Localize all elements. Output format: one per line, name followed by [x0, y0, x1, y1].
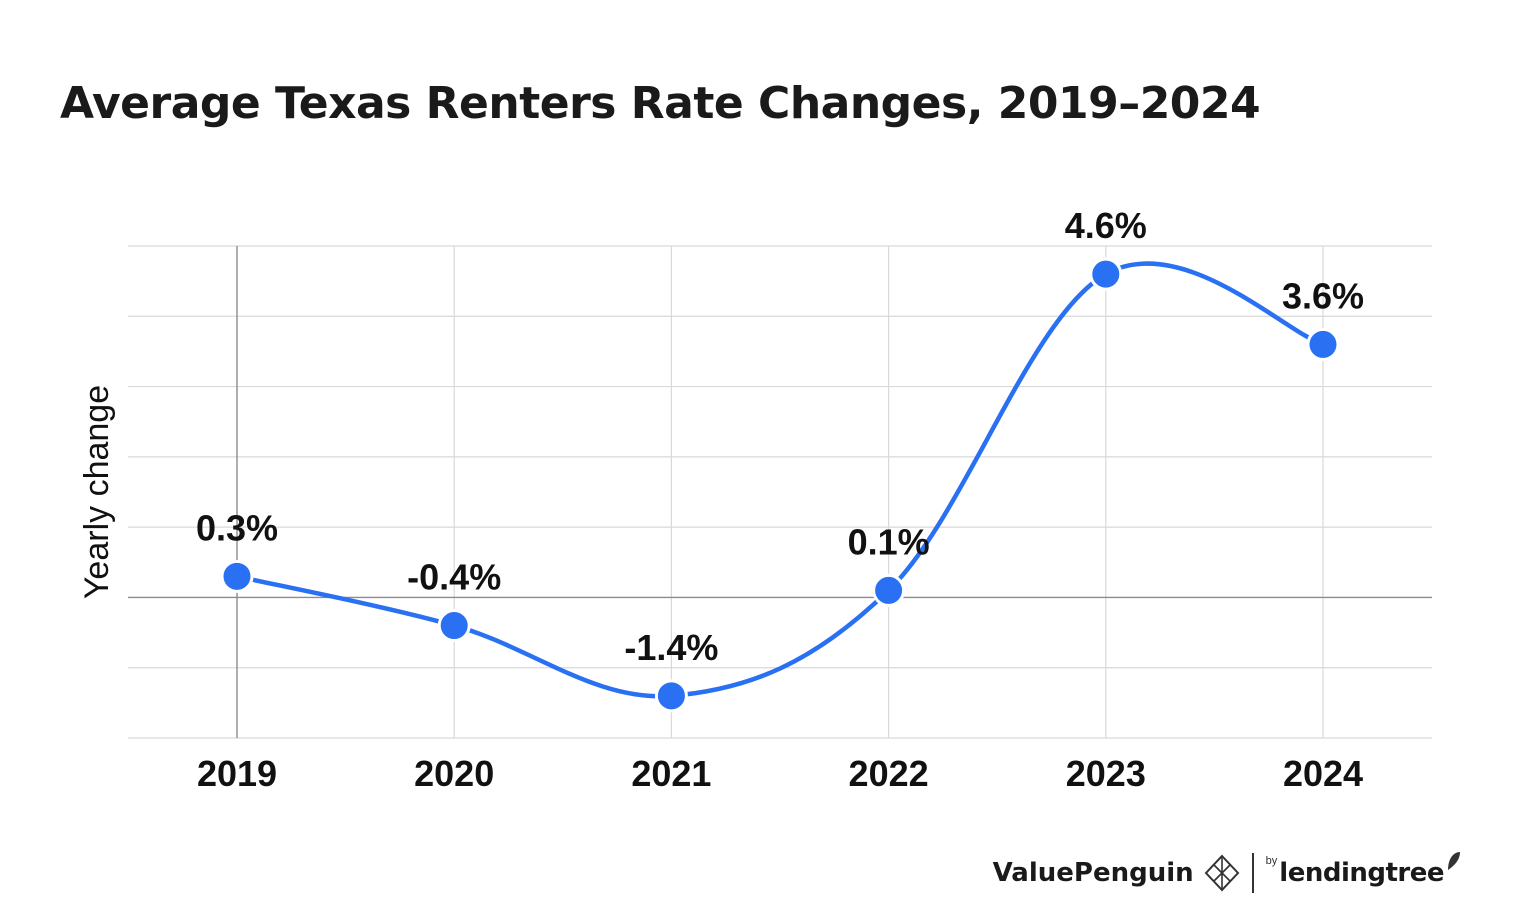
data-label: -0.4%	[407, 557, 501, 598]
brand-by-text: by	[1265, 855, 1278, 867]
brand-logo: ValuePenguin by lendingtree	[993, 848, 1462, 898]
data-label: 0.3%	[196, 507, 278, 548]
valuepenguin-icon	[1204, 854, 1240, 892]
data-point	[872, 573, 906, 607]
series-line	[234, 261, 1326, 699]
lendingtree-wordmark: lendingtree	[1279, 858, 1444, 888]
x-tick-label: 2020	[414, 753, 494, 794]
data-point	[1306, 327, 1340, 361]
data-label: 3.6%	[1282, 275, 1364, 316]
valuepenguin-wordmark: ValuePenguin	[992, 858, 1194, 888]
x-tick-labels: 2019 2020 2021 2022 2023 2024	[197, 753, 1363, 794]
chart-title: Average Texas Renters Rate Changes, 2019…	[60, 78, 1261, 129]
data-labels: 0.3% -0.4% -1.4% 0.1% 4.6% 3.6%	[196, 205, 1364, 668]
x-tick-label: 2023	[1066, 753, 1146, 794]
x-tick-label: 2019	[197, 753, 277, 794]
data-point	[437, 609, 471, 643]
data-label: 0.1%	[848, 521, 930, 562]
x-tick-label: 2022	[849, 753, 929, 794]
brand-divider	[1251, 853, 1254, 893]
data-point	[1089, 257, 1123, 291]
data-label: -1.4%	[624, 627, 718, 668]
leaf-icon	[1448, 852, 1460, 870]
grid-lines	[128, 245, 1432, 739]
x-tick-label: 2024	[1283, 753, 1363, 794]
data-label: 4.6%	[1065, 205, 1147, 246]
y-axis-label: Yearly change	[78, 385, 116, 599]
data-point	[654, 679, 688, 713]
data-point	[220, 559, 254, 593]
data-points	[220, 257, 1340, 713]
x-tick-label: 2021	[631, 753, 711, 794]
axes	[128, 246, 1432, 738]
